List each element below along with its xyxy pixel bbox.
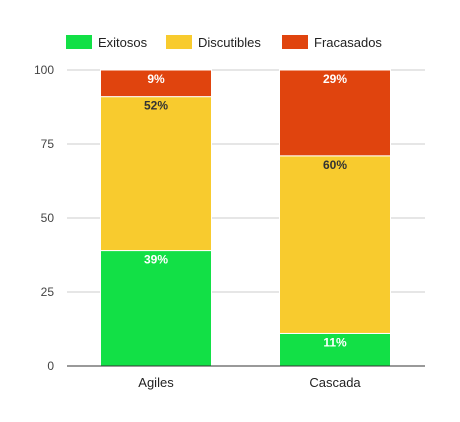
legend-label-2: Fracasados xyxy=(314,35,382,50)
y-axis: 0 25 50 75 100 xyxy=(34,63,54,373)
data-label-cascada-exitosos: 11% xyxy=(323,335,347,349)
legend-swatch-2 xyxy=(282,35,308,49)
x-tick-label-1: Cascada xyxy=(309,375,361,390)
data-label-agiles-fracasados: 9% xyxy=(147,72,165,86)
data-label-agiles-discutibles: 52% xyxy=(144,99,168,113)
y-tick-label-3: 75 xyxy=(41,137,55,151)
legend-label-0: Exitosos xyxy=(98,35,148,50)
bars: 39% 52% 9% 11% 60% 29% xyxy=(100,69,391,367)
data-label-cascada-fracasados: 29% xyxy=(323,72,347,86)
y-tick-label-0: 0 xyxy=(47,359,54,373)
legend-label-1: Discutibles xyxy=(198,35,261,50)
data-label-agiles-exitosos: 39% xyxy=(144,253,168,267)
bar-agiles-exitosos xyxy=(100,250,212,367)
bar-cascada-fracasados xyxy=(279,69,391,157)
y-tick-label-1: 25 xyxy=(41,285,55,299)
y-tick-label-4: 100 xyxy=(34,63,54,77)
bar-agiles-discutibles xyxy=(100,96,212,252)
bar-agiles-fracasados xyxy=(100,69,212,98)
legend-swatch-0 xyxy=(66,35,92,49)
legend: Exitosos Discutibles Fracasados xyxy=(66,35,382,50)
x-axis: Agiles Cascada xyxy=(67,365,425,390)
legend-swatch-1 xyxy=(166,35,192,49)
bar-cascada-discutibles xyxy=(279,155,391,334)
data-label-cascada-discutibles: 60% xyxy=(323,158,347,172)
y-tick-label-2: 50 xyxy=(41,211,55,225)
x-tick-label-0: Agiles xyxy=(138,375,174,390)
